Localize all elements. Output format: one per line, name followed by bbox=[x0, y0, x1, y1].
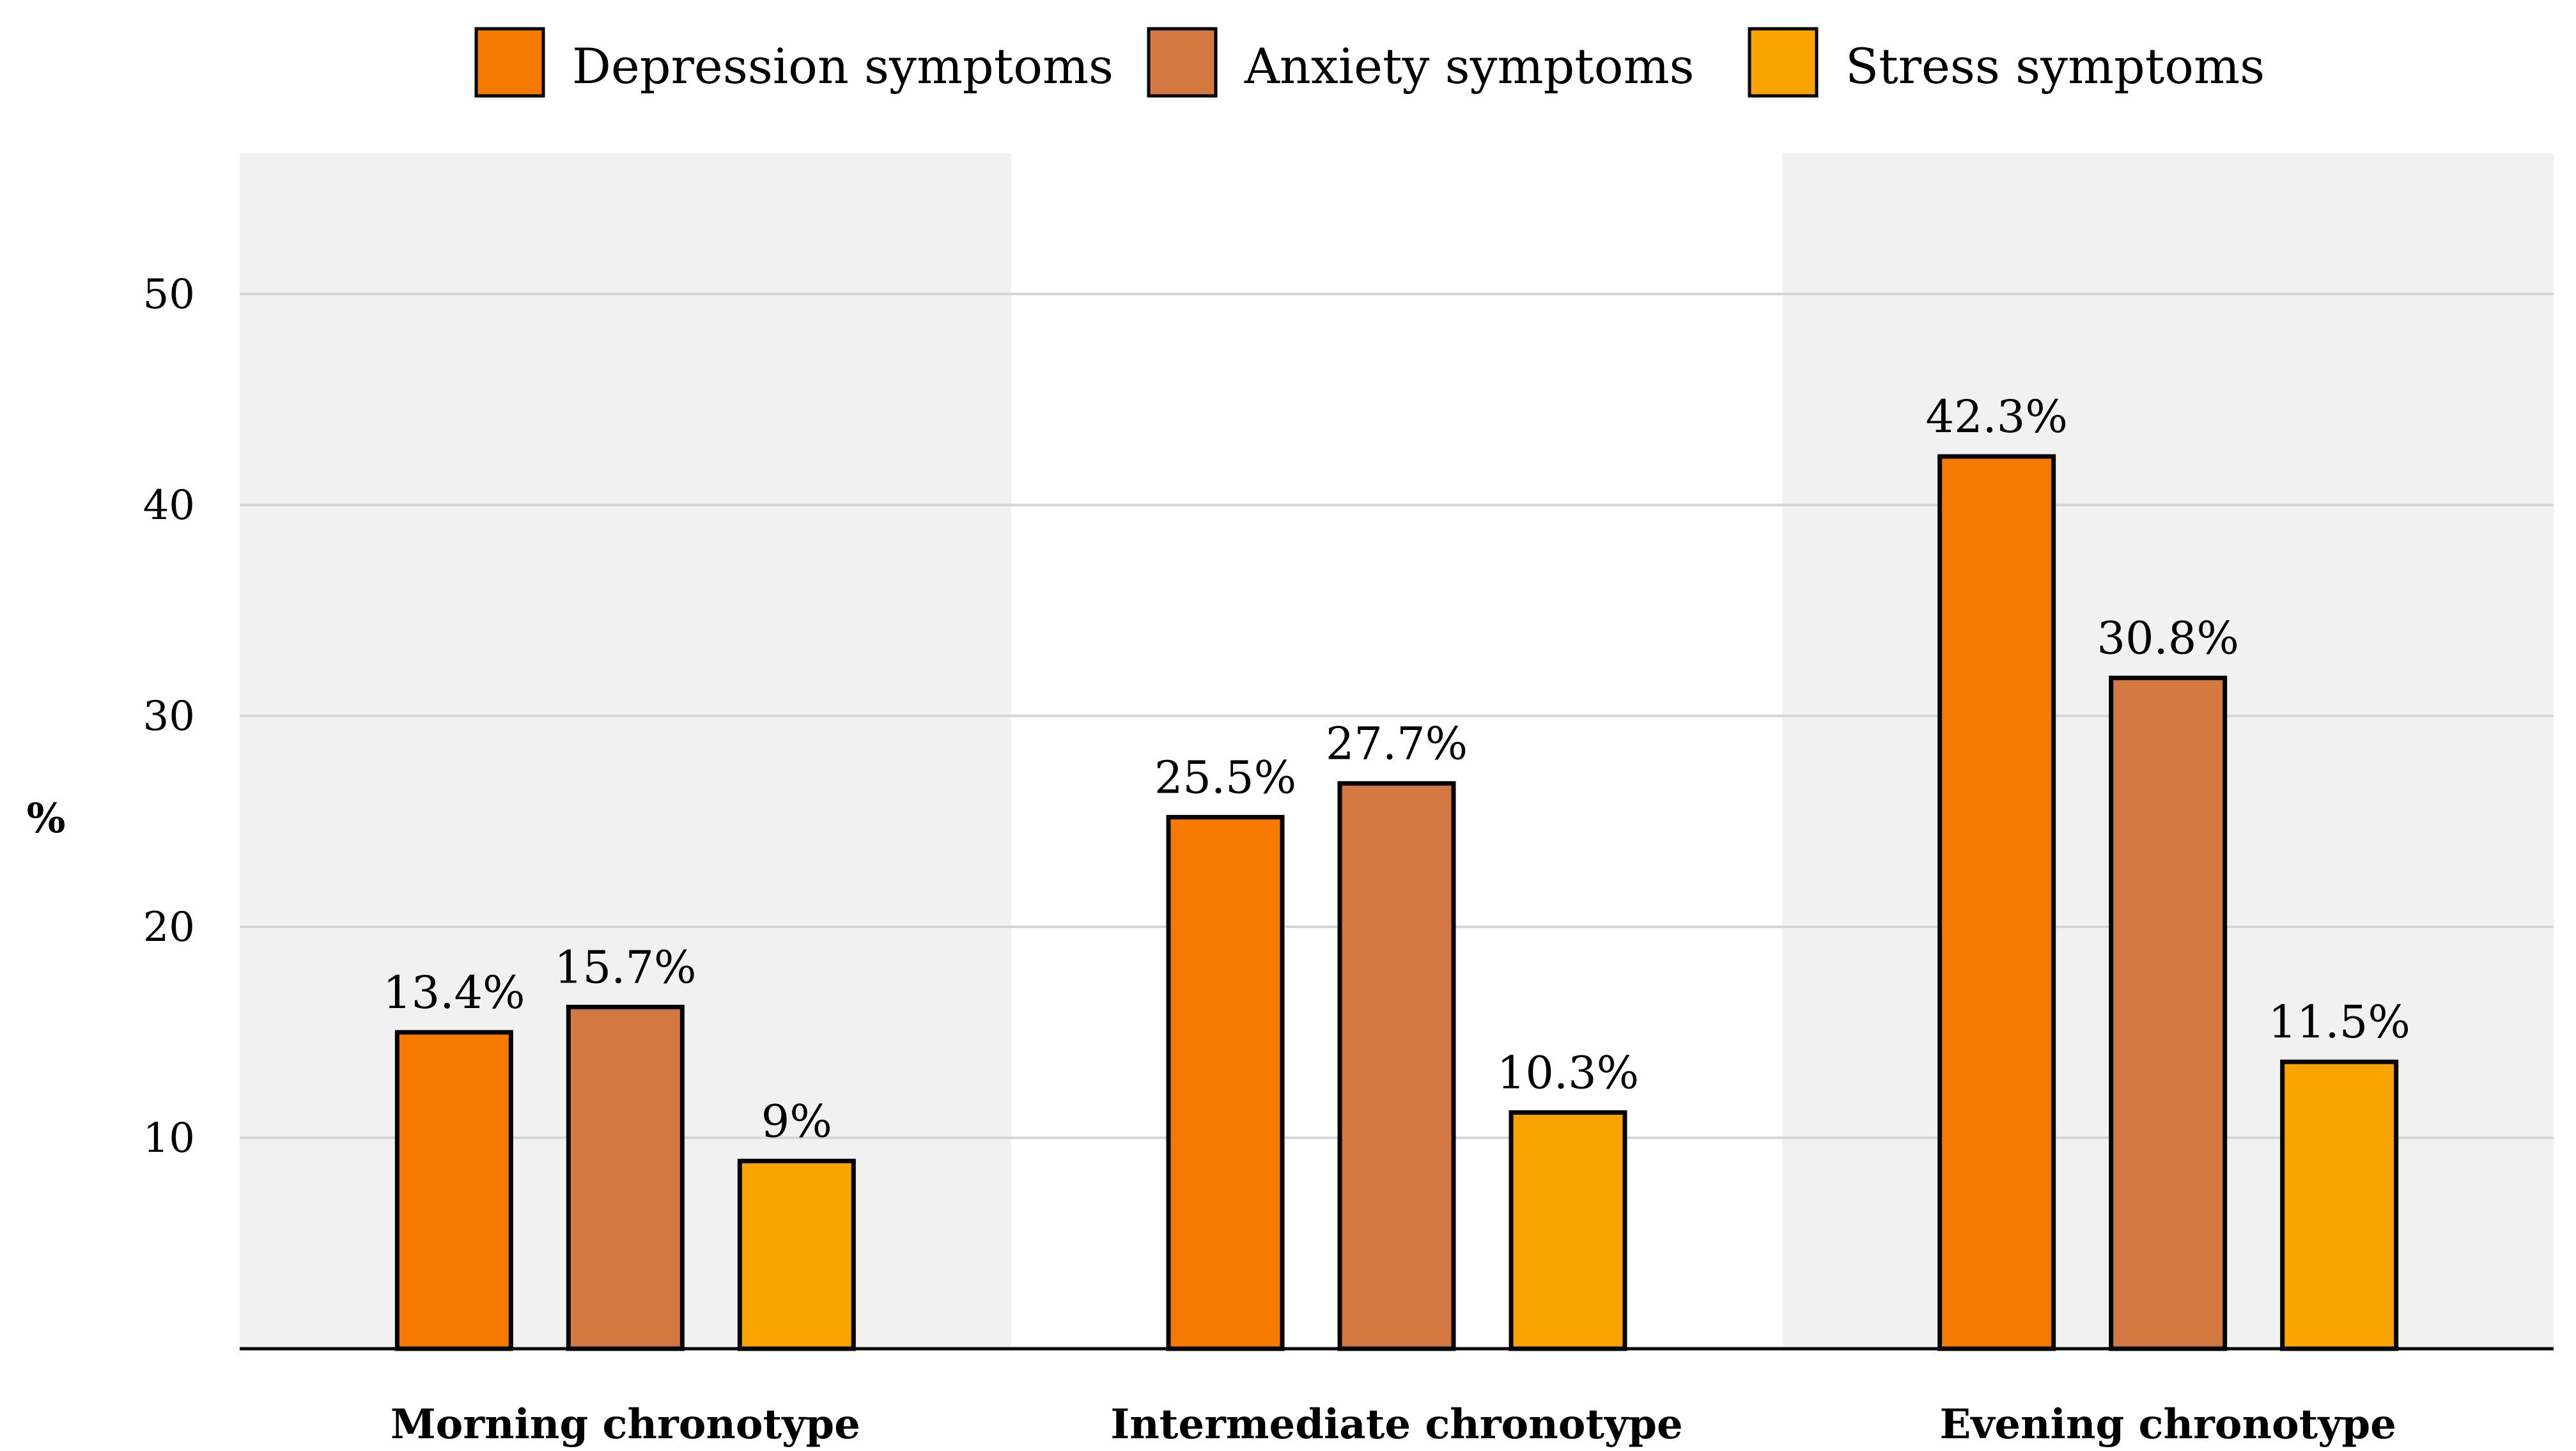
category-label-morning-chronotype: Morning chronotype bbox=[391, 1401, 860, 1448]
category-label-intermediate-chronotype: Intermediate chronotype bbox=[1110, 1401, 1682, 1448]
y-tick-labels: 10 20 30 40 50 bbox=[143, 271, 195, 1162]
data-labels: 13.4% 15.7% 9% 25.5% 27.7% 10.3% 42.3% 30.8% 11.… bbox=[383, 391, 2410, 1147]
legend-swatch-depression-symptoms bbox=[474, 27, 545, 98]
legend-label-depression-symptoms: Depression symptoms bbox=[572, 38, 1113, 95]
data-label-morning-chronotype-depression-symptoms: 13.4% bbox=[383, 966, 525, 1019]
data-label-intermediate-chronotype-stress-symptoms: 10.3% bbox=[1497, 1046, 1639, 1099]
y-tick-50: 50 bbox=[143, 271, 195, 318]
data-label-intermediate-chronotype-anxiety-symptoms: 27.7% bbox=[1326, 718, 1468, 770]
data-label-evening-chronotype-anxiety-symptoms: 30.8% bbox=[2097, 612, 2238, 665]
legend-label-anxiety-symptoms: Anxiety symptoms bbox=[1244, 38, 1695, 95]
data-label-morning-chronotype-stress-symptoms: 9% bbox=[761, 1095, 832, 1147]
bar-intermediate-chronotype-depression-symptoms bbox=[1166, 814, 1285, 1351]
category-labels: Morning chronotype Intermediate chronotyp… bbox=[391, 1401, 2396, 1448]
bars bbox=[394, 454, 2399, 1351]
bar-morning-chronotype-stress-symptoms bbox=[737, 1158, 856, 1351]
data-label-morning-chronotype-anxiety-symptoms: 15.7% bbox=[554, 941, 696, 993]
y-tick-30: 30 bbox=[143, 693, 195, 740]
bar-intermediate-chronotype-anxiety-symptoms bbox=[1337, 781, 1456, 1351]
legend: Depression symptoms Anxiety symptoms Stres… bbox=[474, 27, 2265, 98]
category-label-evening-chronotype: Evening chronotype bbox=[1939, 1401, 2396, 1448]
data-label-intermediate-chronotype-depression-symptoms: 25.5% bbox=[1154, 751, 1296, 803]
bar-evening-chronotype-stress-symptoms bbox=[2280, 1059, 2399, 1351]
legend-swatch-anxiety-symptoms bbox=[1147, 27, 1218, 98]
bar-morning-chronotype-depression-symptoms bbox=[394, 1030, 513, 1351]
y-tick-40: 40 bbox=[143, 482, 195, 529]
legend-label-stress-symptoms: Stress symptoms bbox=[1845, 38, 2265, 95]
bar-evening-chronotype-depression-symptoms bbox=[1937, 454, 2056, 1351]
bar-morning-chronotype-anxiety-symptoms bbox=[566, 1004, 685, 1351]
bar-intermediate-chronotype-stress-symptoms bbox=[1509, 1110, 1627, 1351]
y-tick-10: 10 bbox=[143, 1115, 195, 1162]
legend-swatch-stress-symptoms bbox=[1748, 27, 1819, 98]
data-label-evening-chronotype-depression-symptoms: 42.3% bbox=[1925, 391, 2067, 443]
bar-evening-chronotype-anxiety-symptoms bbox=[2109, 676, 2228, 1351]
y-tick-20: 20 bbox=[143, 904, 195, 951]
y-axis-label: % bbox=[27, 795, 66, 842]
data-label-evening-chronotype-stress-symptoms: 11.5% bbox=[2268, 996, 2410, 1048]
